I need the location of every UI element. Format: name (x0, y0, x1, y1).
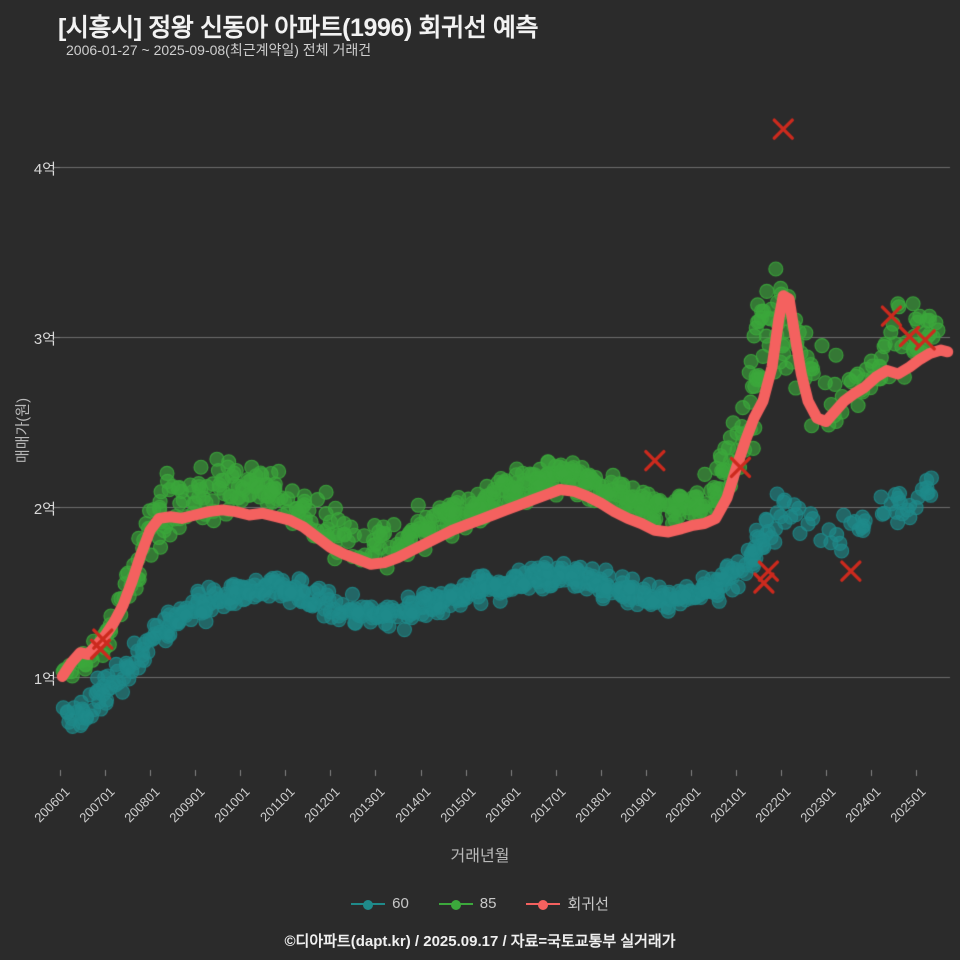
legend-item-85[interactable]: 85 (438, 895, 497, 912)
legend-label: 회귀선 (567, 896, 609, 913)
legend-marker-icon (526, 897, 561, 911)
legend-item-60[interactable]: 60 (351, 895, 409, 912)
legend-marker-icon (351, 897, 386, 911)
legend-label: 60 (392, 895, 409, 912)
legend-label: 85 (479, 895, 497, 912)
legend-item-회귀선[interactable]: 회귀선 (526, 893, 609, 914)
legend-marker-icon (438, 897, 473, 911)
chart-legend: 60 85 회귀선 (0, 893, 960, 914)
